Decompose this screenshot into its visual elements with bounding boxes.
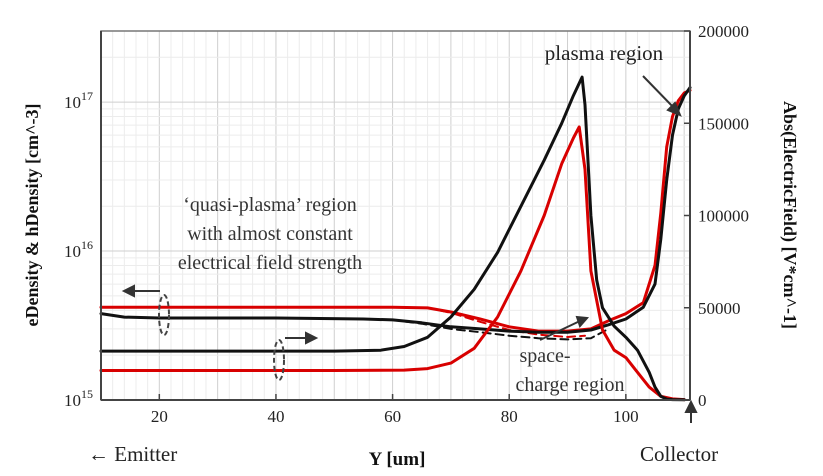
x-tick-label: 60 — [384, 407, 401, 426]
y-left-tick-label: 1015 — [64, 387, 93, 410]
y-right-tick-label: 100000 — [698, 207, 749, 226]
arrowhead-right-axis — [305, 331, 319, 345]
tick-labels: 20 40 60 80 100 1015 1016 1017 0 50000 100000 15000… — [64, 22, 749, 426]
dashed-ellipse-right-curves — [273, 339, 285, 381]
series-line-4 — [99, 125, 686, 402]
y-left-tick-label: 1016 — [64, 238, 93, 261]
dashed-ellipse-left-curves — [158, 294, 170, 336]
arrowhead-left-axis — [121, 284, 135, 298]
y-right-tick-label: 50000 — [698, 299, 741, 318]
series-group — [99, 75, 692, 402]
arrowhead-space-charge — [575, 315, 590, 328]
x-tick-label: 80 — [501, 407, 518, 426]
annotation-plasma-region: plasma region — [545, 41, 664, 65]
x-tick-label: 40 — [267, 407, 284, 426]
arrowhead-collector — [684, 399, 698, 413]
annotations: ‘quasi-plasma’ region with almost consta… — [88, 41, 718, 466]
arrow-plasma-region — [642, 75, 677, 111]
annotation-quasi-plasma-line-1: ‘quasi-plasma’ region — [183, 194, 356, 216]
series-line-2 — [99, 86, 692, 334]
y-right-tick-label: 200000 — [698, 22, 749, 41]
y-right-tick-label: 150000 — [698, 114, 749, 133]
x-tick-label: 100 — [613, 407, 639, 426]
y-axis-left-label: eDensity & hDensity [cm^-3] — [22, 104, 42, 327]
x-tick-label: 20 — [151, 407, 168, 426]
y-left-tick-label: 1017 — [64, 89, 93, 112]
annotation-space-charge-line-2: charge region — [515, 374, 624, 396]
annotation-emitter: ← Emitter — [88, 442, 177, 466]
y-axis-right-label: Abs(ElectricField) [V*cm^-1] — [779, 101, 800, 329]
arrow-space-charge — [539, 319, 583, 341]
x-axis-label: Y [um] — [369, 449, 426, 470]
series-line-5 — [99, 75, 686, 402]
annotation-quasi-plasma-line-3: electrical field strength — [178, 252, 362, 274]
annotation-space-charge-line-1: space- — [519, 345, 570, 367]
annotation-collector: Collector — [640, 442, 718, 466]
annotation-quasi-plasma-line-2: with almost constant — [187, 223, 353, 245]
arrowhead-plasma-region — [666, 101, 682, 117]
series-line-3 — [391, 318, 610, 341]
y-right-tick-label: 0 — [698, 391, 707, 410]
